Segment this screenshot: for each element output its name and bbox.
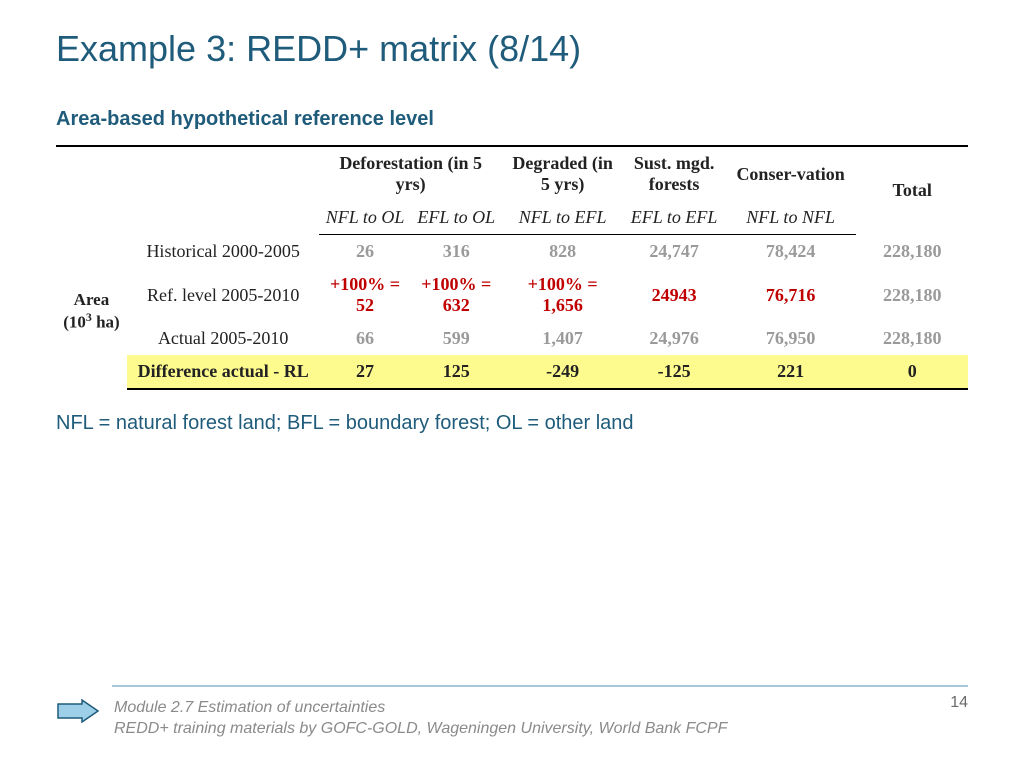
cell: 228,180 — [856, 235, 968, 269]
col-header-deforestation: Deforestation (in 5 yrs) — [319, 146, 501, 201]
cell: +100% = 52 — [319, 268, 410, 322]
cell: 24943 — [623, 268, 724, 322]
cell: -249 — [502, 355, 624, 389]
table-row-difference: Difference actual - RL 27 125 -249 -125 … — [56, 355, 968, 389]
cell: +100% = 632 — [411, 268, 502, 322]
cell: 599 — [411, 322, 502, 355]
col-sub-nfl-nfl: NFL to NFL — [725, 201, 857, 235]
footer-line-2: REDD+ training materials by GOFC-GOLD, W… — [114, 718, 727, 740]
cell: 1,407 — [502, 322, 624, 355]
cell: 76,716 — [725, 268, 857, 322]
cell: 221 — [725, 355, 857, 389]
col-sub-nfl-ol: NFL to OL — [319, 201, 410, 235]
row-name: Difference actual - RL — [127, 355, 320, 389]
table-row: Area (103 ha) Historical 2000-2005 26 31… — [56, 235, 968, 269]
cell: 78,424 — [725, 235, 857, 269]
col-sub-nfl-efl: NFL to EFL — [502, 201, 624, 235]
cell: 24,747 — [623, 235, 724, 269]
subtitle: Area-based hypothetical reference level — [56, 108, 968, 131]
row-name: Historical 2000-2005 — [127, 235, 320, 269]
cell: -125 — [623, 355, 724, 389]
cell: 0 — [856, 355, 968, 389]
footer-divider — [112, 685, 968, 687]
cell: 228,180 — [856, 322, 968, 355]
row-group-label: Area (103 ha) — [56, 235, 127, 390]
cell: +100% = 1,656 — [502, 268, 624, 322]
cell: 27 — [319, 355, 410, 389]
cell: 828 — [502, 235, 624, 269]
legend-text: NFL = natural forest land; BFL = boundar… — [56, 412, 968, 435]
row-name: Actual 2005-2010 — [127, 322, 320, 355]
cell: 24,976 — [623, 322, 724, 355]
row-name: Ref. level 2005-2010 — [127, 268, 320, 322]
page-title: Example 3: REDD+ matrix (8/14) — [56, 28, 968, 70]
table-row: Actual 2005-2010 66 599 1,407 24,976 76,… — [56, 322, 968, 355]
col-header-sust: Sust. mgd. forests — [623, 146, 724, 201]
cell: 316 — [411, 235, 502, 269]
col-sub-efl-efl: EFL to EFL — [623, 201, 724, 235]
cell: 66 — [319, 322, 410, 355]
redd-matrix-table: Deforestation (in 5 yrs) Degraded (in 5 … — [56, 145, 968, 390]
cell: 125 — [411, 355, 502, 389]
slide-footer: Module 2.7 Estimation of uncertainties R… — [56, 685, 968, 740]
cell: 76,950 — [725, 322, 857, 355]
footer-line-1: Module 2.7 Estimation of uncertainties — [114, 697, 727, 719]
arrow-right-icon — [56, 699, 100, 728]
col-header-degraded: Degraded (in 5 yrs) — [502, 146, 624, 201]
table-row: Ref. level 2005-2010 +100% = 52 +100% = … — [56, 268, 968, 322]
col-header-conser: Conser-vation — [725, 146, 857, 201]
cell: 26 — [319, 235, 410, 269]
col-sub-efl-ol: EFL to OL — [411, 201, 502, 235]
col-header-total: Total — [856, 146, 968, 235]
cell: 228,180 — [856, 268, 968, 322]
